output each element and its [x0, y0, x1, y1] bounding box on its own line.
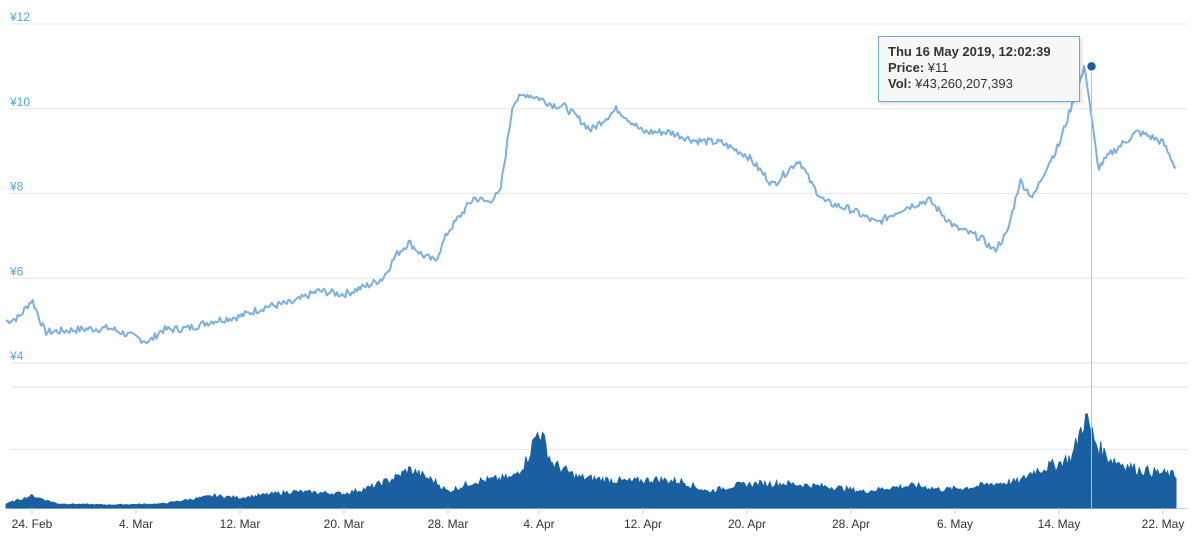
tooltip-price-row: Price: ¥11: [888, 60, 1070, 76]
tooltip-vol-label: Vol:: [888, 76, 912, 91]
y-tick-label: ¥12: [9, 10, 30, 24]
x-tick-label: 4. Apr: [523, 517, 554, 531]
x-tick-label: 28. Mar: [428, 517, 469, 531]
x-axis-labels: 24. Feb 4. Mar 12. Mar 20. Mar 28. Mar 4. Apr…: [12, 508, 1185, 531]
y-tick-label: ¥10: [9, 95, 30, 109]
x-tick-label: 20. Apr: [728, 517, 766, 531]
x-tick-label: 12. Mar: [220, 517, 261, 531]
hover-point-marker[interactable]: [1085, 60, 1098, 73]
x-tick-label: 22. May: [1142, 517, 1185, 531]
x-tick-label: 4. Mar: [119, 517, 153, 531]
tooltip-vol-row: Vol: ¥43,260,207,393: [888, 76, 1070, 92]
y-tick-label: ¥6: [9, 264, 24, 278]
hover-tooltip: Thu 16 May 2019, 12:02:39 Price: ¥11 Vol…: [878, 36, 1080, 102]
price-line-series: [5, 64, 1177, 345]
x-tick-label: 6. May: [937, 517, 973, 531]
x-tick-label: 20. Mar: [324, 517, 365, 531]
y-tick-label: ¥8: [9, 180, 24, 194]
tooltip-price-value: ¥11: [927, 60, 949, 75]
tooltip-date: Thu 16 May 2019, 12:02:39: [888, 44, 1051, 59]
x-tick-label: 14. May: [1038, 517, 1081, 531]
price-line: [5, 64, 1177, 345]
tooltip-vol-value: ¥43,260,207,393: [915, 76, 1013, 91]
x-tick-label: 12. Apr: [624, 517, 662, 531]
tooltip-price-label: Price:: [888, 60, 925, 75]
volume-area-series: [5, 413, 1177, 509]
x-tick-label: 24. Feb: [12, 517, 53, 531]
y-tick-label: ¥4: [9, 349, 24, 363]
volume-area: [5, 413, 1177, 509]
x-tick-label: 28. Apr: [832, 517, 870, 531]
grid-lines: [10, 23, 1188, 509]
y-axis-labels: ¥4 ¥6 ¥8 ¥10 ¥12: [9, 10, 30, 363]
